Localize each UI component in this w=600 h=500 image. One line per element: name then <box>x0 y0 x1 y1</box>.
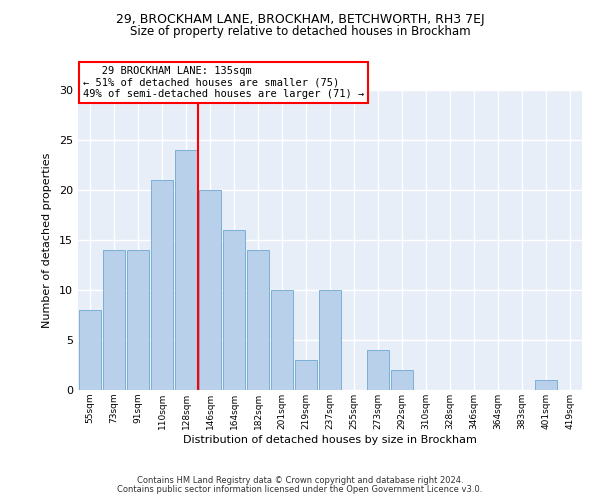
Bar <box>175 150 197 390</box>
Bar <box>223 230 245 390</box>
Bar <box>103 250 125 390</box>
Bar <box>271 290 293 390</box>
Text: Contains HM Land Registry data © Crown copyright and database right 2024.: Contains HM Land Registry data © Crown c… <box>137 476 463 485</box>
Bar <box>391 370 413 390</box>
Text: 29, BROCKHAM LANE, BROCKHAM, BETCHWORTH, RH3 7EJ: 29, BROCKHAM LANE, BROCKHAM, BETCHWORTH,… <box>116 12 484 26</box>
Bar <box>247 250 269 390</box>
Text: Contains public sector information licensed under the Open Government Licence v3: Contains public sector information licen… <box>118 485 482 494</box>
Bar <box>127 250 149 390</box>
Text: Size of property relative to detached houses in Brockham: Size of property relative to detached ho… <box>130 25 470 38</box>
Text: 29 BROCKHAM LANE: 135sqm
← 51% of detached houses are smaller (75)
49% of semi-d: 29 BROCKHAM LANE: 135sqm ← 51% of detach… <box>83 66 364 99</box>
X-axis label: Distribution of detached houses by size in Brockham: Distribution of detached houses by size … <box>183 434 477 444</box>
Bar <box>295 360 317 390</box>
Bar <box>367 350 389 390</box>
Bar <box>319 290 341 390</box>
Y-axis label: Number of detached properties: Number of detached properties <box>42 152 52 328</box>
Bar <box>151 180 173 390</box>
Bar <box>199 190 221 390</box>
Bar <box>79 310 101 390</box>
Bar <box>535 380 557 390</box>
